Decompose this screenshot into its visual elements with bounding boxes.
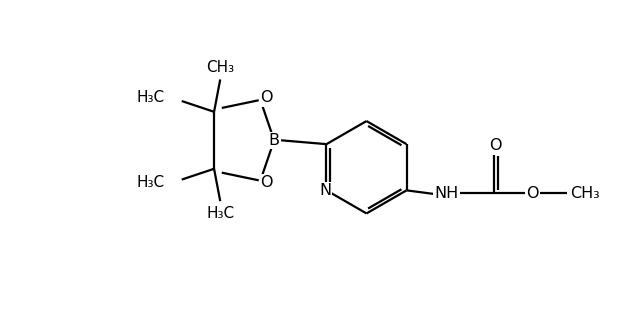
Text: B: B bbox=[269, 133, 280, 148]
Text: O: O bbox=[260, 175, 273, 190]
Text: O: O bbox=[490, 138, 502, 153]
Text: N: N bbox=[319, 183, 331, 198]
Text: O: O bbox=[260, 90, 273, 106]
Text: NH: NH bbox=[435, 186, 459, 201]
Text: H₃C: H₃C bbox=[137, 175, 164, 190]
Text: CH₃: CH₃ bbox=[570, 186, 600, 201]
Text: O: O bbox=[527, 186, 539, 201]
Text: CH₃: CH₃ bbox=[206, 60, 234, 75]
Text: H₃C: H₃C bbox=[137, 90, 164, 106]
Text: H₃C: H₃C bbox=[206, 206, 234, 221]
